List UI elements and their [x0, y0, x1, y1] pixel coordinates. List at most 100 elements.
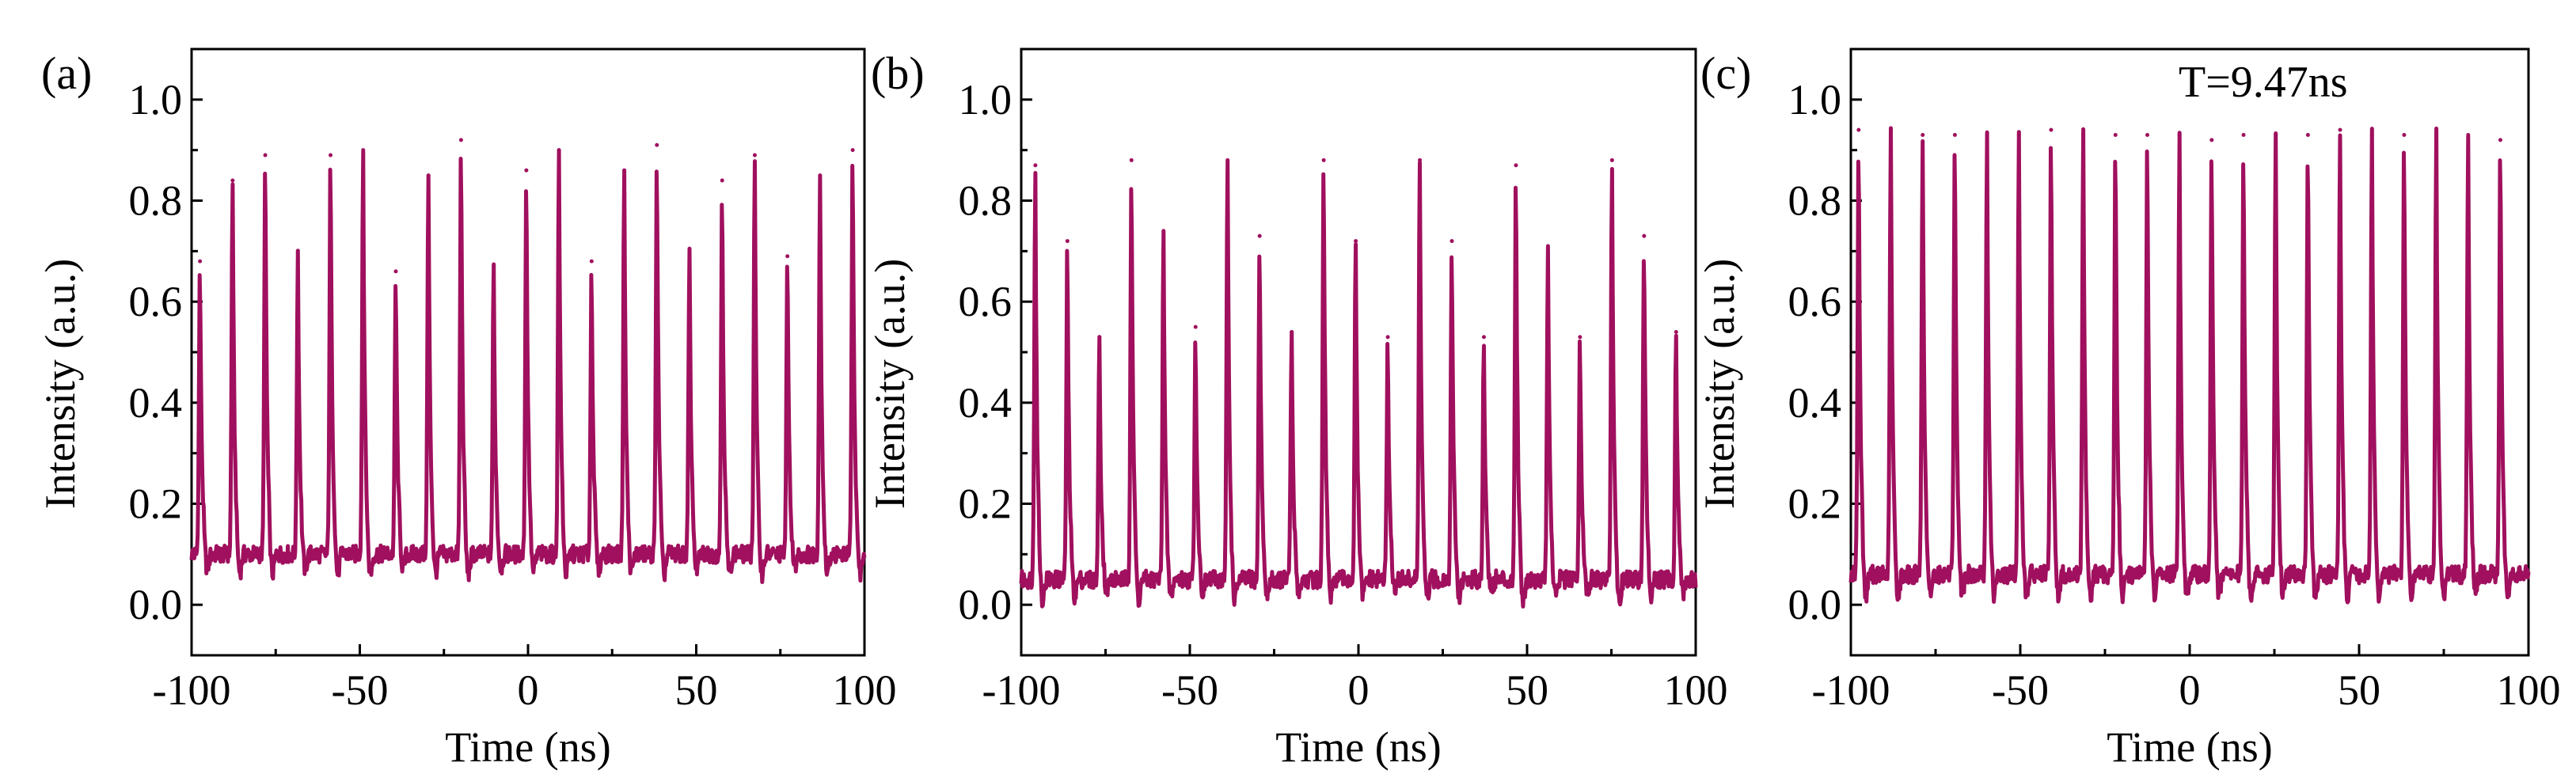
pulse-peak: [1642, 233, 1647, 238]
pulse-peak: [2145, 133, 2149, 138]
pulse-peak: [589, 259, 594, 264]
pulse-peak: [655, 142, 659, 147]
pulse-peak: [557, 148, 561, 153]
x-tick-label: 50: [2338, 666, 2380, 714]
pulse-peak: [1065, 239, 1070, 244]
x-tick-label: -50: [1161, 666, 1218, 714]
y-tick-label: 1.0: [1788, 76, 1842, 123]
y-tick-label: 0.0: [129, 581, 183, 628]
pulse-peak: [263, 153, 268, 157]
pulse-peak: [1225, 157, 1230, 162]
y-tick-label: 0.4: [959, 379, 1013, 427]
x-tick-label: -100: [1812, 666, 1890, 714]
pulse-peak: [1033, 163, 1038, 168]
pulse-peak: [2016, 133, 2021, 138]
pulse-peak: [1418, 157, 1423, 162]
y-tick-label: 0.2: [1788, 480, 1842, 528]
pulse-peak: [458, 138, 463, 142]
pulse-peak: [687, 249, 692, 253]
pulse-peak: [1290, 329, 1294, 334]
pulse-peak: [2209, 138, 2214, 142]
pulse-peak: [2241, 133, 2246, 138]
pulse-peak: [198, 259, 203, 264]
x-tick-label: -50: [1992, 666, 2049, 714]
y-tick-label: 0.8: [959, 177, 1013, 225]
pulse-peak: [393, 269, 398, 274]
y-axis-label: Intensity (a.u.): [866, 259, 914, 509]
x-axis-label: Time (ns): [445, 723, 611, 771]
y-tick-label: 0.2: [959, 480, 1013, 528]
pulse-peak: [2466, 133, 2471, 138]
pulse-peak: [2369, 133, 2374, 138]
y-tick-label: 0.0: [1788, 581, 1842, 628]
pulse-peak: [1609, 157, 1614, 162]
pulse-peak: [2113, 133, 2118, 138]
pulse-peak: [1545, 244, 1550, 249]
pulse-peak: [1514, 163, 1518, 168]
panel-label: (c): [1700, 47, 1751, 99]
pulse-peak: [622, 168, 627, 173]
pulse-peak: [720, 178, 724, 183]
y-tick-label: 0.6: [129, 278, 183, 325]
y-tick-label: 1.0: [959, 76, 1013, 123]
x-tick-label: 50: [1506, 666, 1548, 714]
x-tick-label: -50: [332, 666, 389, 714]
pulse-peak: [1952, 133, 1957, 138]
pulse-peak: [1193, 324, 1198, 329]
pulse-peak: [2338, 127, 2342, 132]
y-tick-label: 0.4: [129, 379, 183, 427]
x-tick-label: 0: [1348, 666, 1370, 714]
y-tick-label: 0.2: [129, 480, 183, 528]
pulse-peak: [2402, 133, 2407, 138]
y-tick-label: 1.0: [129, 76, 183, 123]
period-annotation: T=9.47ns: [2179, 58, 2348, 107]
x-tick-label: 0: [2179, 666, 2201, 714]
pulse-peak: [426, 173, 431, 178]
x-tick-label: 100: [2497, 666, 2561, 714]
x-tick-label: -100: [153, 666, 231, 714]
y-tick-label: 0.6: [959, 278, 1013, 325]
pulse-peak: [1354, 239, 1358, 244]
y-tick-label: 0.6: [1788, 278, 1842, 325]
pulse-peak: [1889, 133, 1894, 138]
x-axis-label: Time (ns): [2107, 723, 2273, 771]
pulse-peak: [1257, 233, 1262, 238]
pulse-peak: [1161, 229, 1166, 233]
pulse-peak: [2305, 133, 2310, 138]
pulse-peak: [1449, 239, 1454, 244]
panel-label: (b): [871, 47, 925, 99]
pulse-peak: [2049, 127, 2054, 132]
x-axis-label: Time (ns): [1275, 723, 1442, 771]
x-tick-label: 50: [675, 666, 718, 714]
series-line: [1848, 126, 2531, 605]
pulse-peak: [1321, 157, 1326, 162]
pulse-peak: [850, 148, 855, 153]
y-tick-label: 0.0: [959, 581, 1013, 628]
x-tick-label: 0: [518, 666, 539, 714]
panel-label: (a): [41, 47, 92, 99]
y-axis-label: Intensity (a.u.): [36, 259, 84, 509]
pulse-peak: [785, 254, 790, 259]
pulse-peak: [1985, 138, 1989, 142]
chart-panel-b: -100 -50 0 50 100 0.0 0.2 0.4 0.6 0.8 1.0 Time (ns)…: [866, 47, 1728, 771]
x-tick-label: 100: [833, 666, 897, 714]
pulse-peak: [1674, 329, 1678, 334]
pulse-peak: [2274, 133, 2278, 138]
y-tick-label: 0.8: [1788, 177, 1842, 225]
pulse-peak: [1481, 335, 1486, 340]
pulse-peak: [361, 148, 366, 153]
pulse-peak: [230, 178, 235, 183]
x-tick-label: 100: [1664, 666, 1728, 714]
y-tick-label: 0.8: [129, 177, 183, 225]
series-line: [1019, 158, 1698, 609]
chart-panel-c: -100 -50 0 50 100 0.0 0.2 0.4 0.6 0.8 1.0 Time (ns)…: [1696, 47, 2561, 771]
pulse-peak: [295, 249, 300, 253]
pulse-peak: [1129, 157, 1134, 162]
pulse-peak: [492, 264, 496, 268]
x-tick-label: -100: [982, 666, 1061, 714]
pulse-peak: [2081, 133, 2086, 138]
pulse-peak: [524, 168, 529, 173]
pulse-peak: [329, 153, 333, 157]
series-line: [189, 148, 867, 584]
